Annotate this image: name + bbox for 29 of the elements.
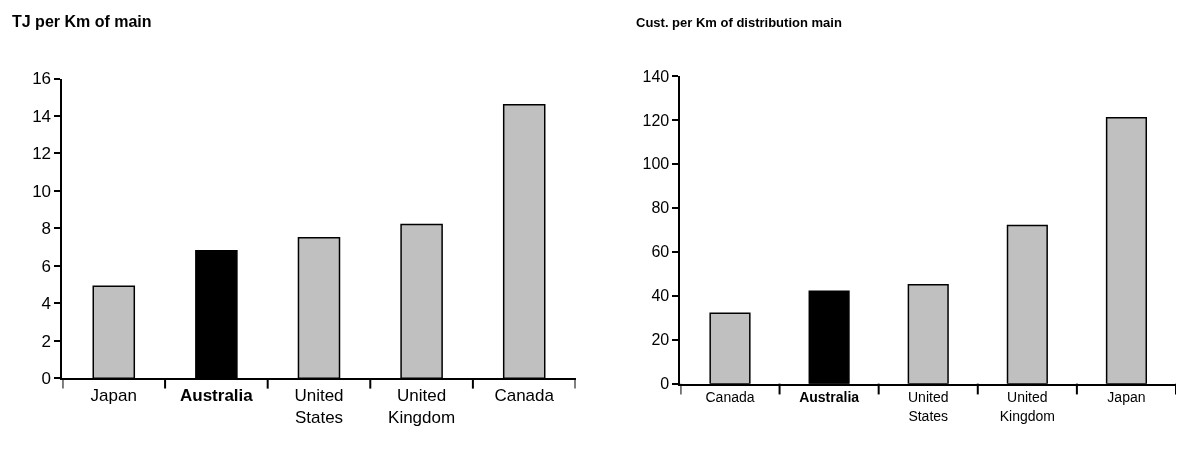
- x-tick-label: United States: [908, 389, 949, 424]
- y-tick-label: 2: [41, 331, 52, 351]
- x-tick-label: Australia: [180, 385, 254, 405]
- x-tick-label: Japan: [1107, 389, 1146, 406]
- y-tick-label: 120: [642, 111, 670, 129]
- y-tick-label: 140: [642, 67, 670, 85]
- y-tick-label: 0: [41, 369, 52, 389]
- y-tick-label: 60: [651, 243, 670, 261]
- x-tick-label: United Kingdom: [388, 385, 456, 427]
- chart-title: TJ per Km of main: [12, 13, 152, 30]
- x-tick-label: Canada: [705, 389, 755, 406]
- y-tick-label: 80: [651, 199, 670, 217]
- x-tick-label: Japan: [90, 385, 137, 405]
- y-tick-label: 16: [32, 69, 52, 89]
- y-tick-label: 4: [41, 294, 52, 314]
- x-tick-label: United Kingdom: [999, 389, 1055, 424]
- y-tick-label: 8: [41, 219, 52, 239]
- y-tick-label: 14: [32, 106, 52, 126]
- y-tick-label: 20: [651, 331, 670, 349]
- y-tick-label: 10: [32, 181, 52, 201]
- x-tick-label: Australia: [799, 389, 860, 406]
- y-tick-label: 40: [651, 287, 670, 305]
- y-tick-label: 12: [32, 144, 52, 164]
- y-tick-label: 6: [41, 256, 52, 276]
- x-tick-label: Canada: [494, 385, 555, 405]
- chart-title: Cust. per Km of distribution main: [636, 15, 842, 30]
- y-tick-label: 100: [642, 155, 670, 173]
- x-tick-label: United States: [294, 385, 344, 427]
- y-tick-label: 0: [660, 375, 670, 393]
